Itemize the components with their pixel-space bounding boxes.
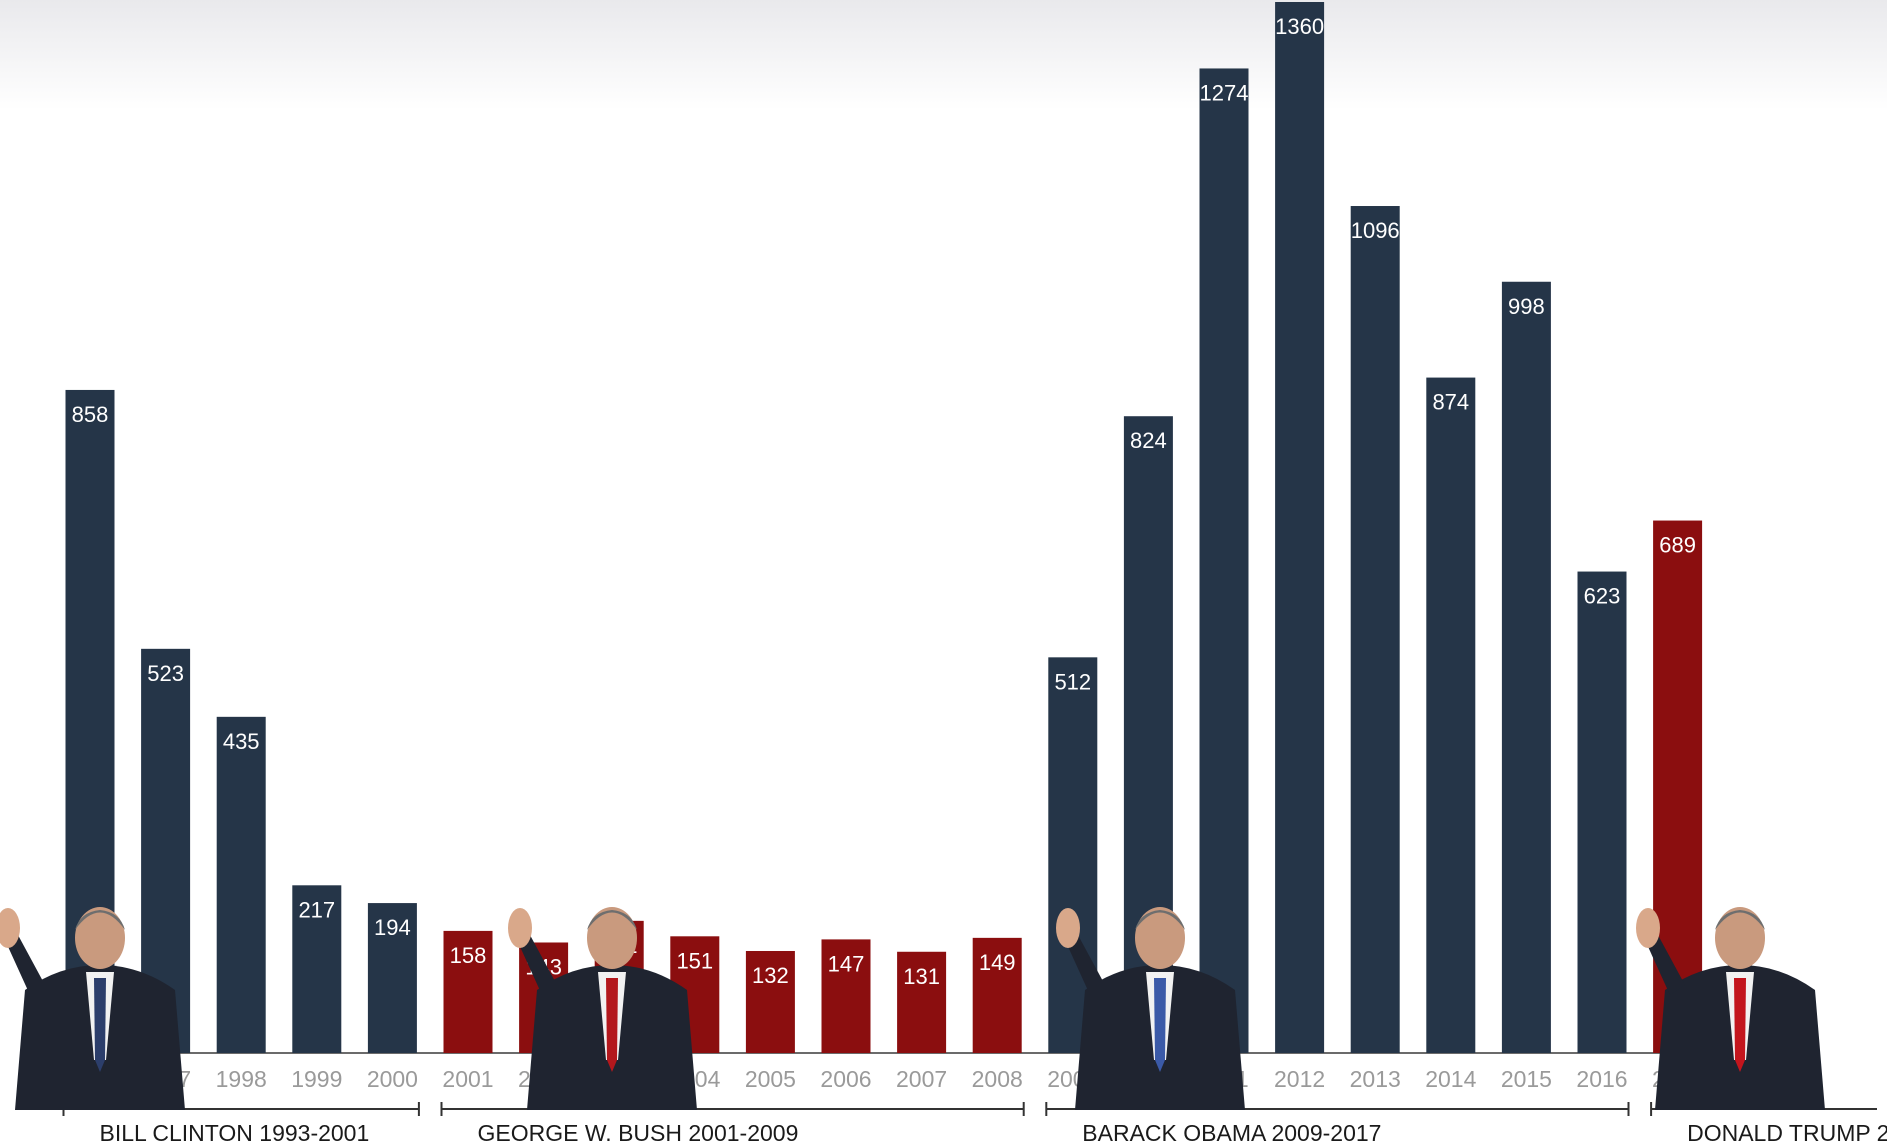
bar <box>897 951 947 1053</box>
bar <box>1501 281 1551 1053</box>
bar <box>1577 571 1627 1053</box>
x-tick-label: 2006 <box>820 1066 871 1092</box>
data-label: 435 <box>223 729 260 754</box>
x-tick-label: 2007 <box>896 1066 947 1092</box>
data-label: 623 <box>1584 584 1621 609</box>
x-tick-label: 2015 <box>1501 1066 1552 1092</box>
data-label: 132 <box>752 963 789 988</box>
data-label: 689 <box>1659 533 1696 558</box>
data-label: 1274 <box>1200 80 1249 105</box>
data-label: 158 <box>450 943 487 968</box>
data-label: 1096 <box>1351 218 1400 243</box>
bar <box>216 716 266 1053</box>
data-label: 1360 <box>1275 14 1324 39</box>
clinton-figure <box>0 907 185 1110</box>
data-label: 858 <box>72 402 109 427</box>
data-label: 998 <box>1508 294 1545 319</box>
x-tick-label: 2014 <box>1425 1066 1476 1092</box>
data-label: 874 <box>1432 390 1469 415</box>
bar <box>972 937 1022 1053</box>
x-tick-label: 2008 <box>972 1066 1023 1092</box>
president-label: BARACK OBAMA 2009-2017 <box>1082 1120 1381 1146</box>
x-tick-label: 2001 <box>442 1066 493 1092</box>
president-label: BILL CLINTON 1993-2001 <box>100 1120 370 1146</box>
x-tick-label: 2012 <box>1274 1066 1325 1092</box>
bar <box>1350 206 1400 1054</box>
bush-figure <box>508 907 697 1110</box>
obama-figure <box>1056 907 1245 1110</box>
x-tick-label: 2000 <box>367 1066 418 1092</box>
data-label: 512 <box>1054 669 1091 694</box>
bar <box>1199 68 1249 1053</box>
president-label: GEORGE W. BUSH 2001-2009 <box>478 1120 799 1146</box>
x-tick-label: 2016 <box>1576 1066 1627 1092</box>
bar <box>1275 2 1325 1053</box>
president-label: DONALD TRUMP 2017- <box>1687 1120 1887 1146</box>
x-tick-label: 1998 <box>216 1066 267 1092</box>
data-label: 217 <box>298 897 335 922</box>
bar <box>821 939 871 1053</box>
data-label: 151 <box>676 948 713 973</box>
top-fade <box>0 0 1887 110</box>
x-tick-label: 2005 <box>745 1066 796 1092</box>
bar <box>292 885 342 1053</box>
data-label: 824 <box>1130 428 1167 453</box>
bar <box>1426 377 1476 1053</box>
x-tick-label: 1999 <box>291 1066 342 1092</box>
bar <box>367 903 417 1053</box>
trump-figure <box>1636 907 1825 1110</box>
bar <box>443 930 493 1053</box>
x-tick-label: 2013 <box>1350 1066 1401 1092</box>
data-label: 523 <box>147 661 184 686</box>
data-label: 131 <box>903 964 940 989</box>
data-label: 147 <box>828 951 865 976</box>
data-label: 149 <box>979 950 1016 975</box>
bar <box>745 950 795 1053</box>
data-label: 194 <box>374 915 411 940</box>
